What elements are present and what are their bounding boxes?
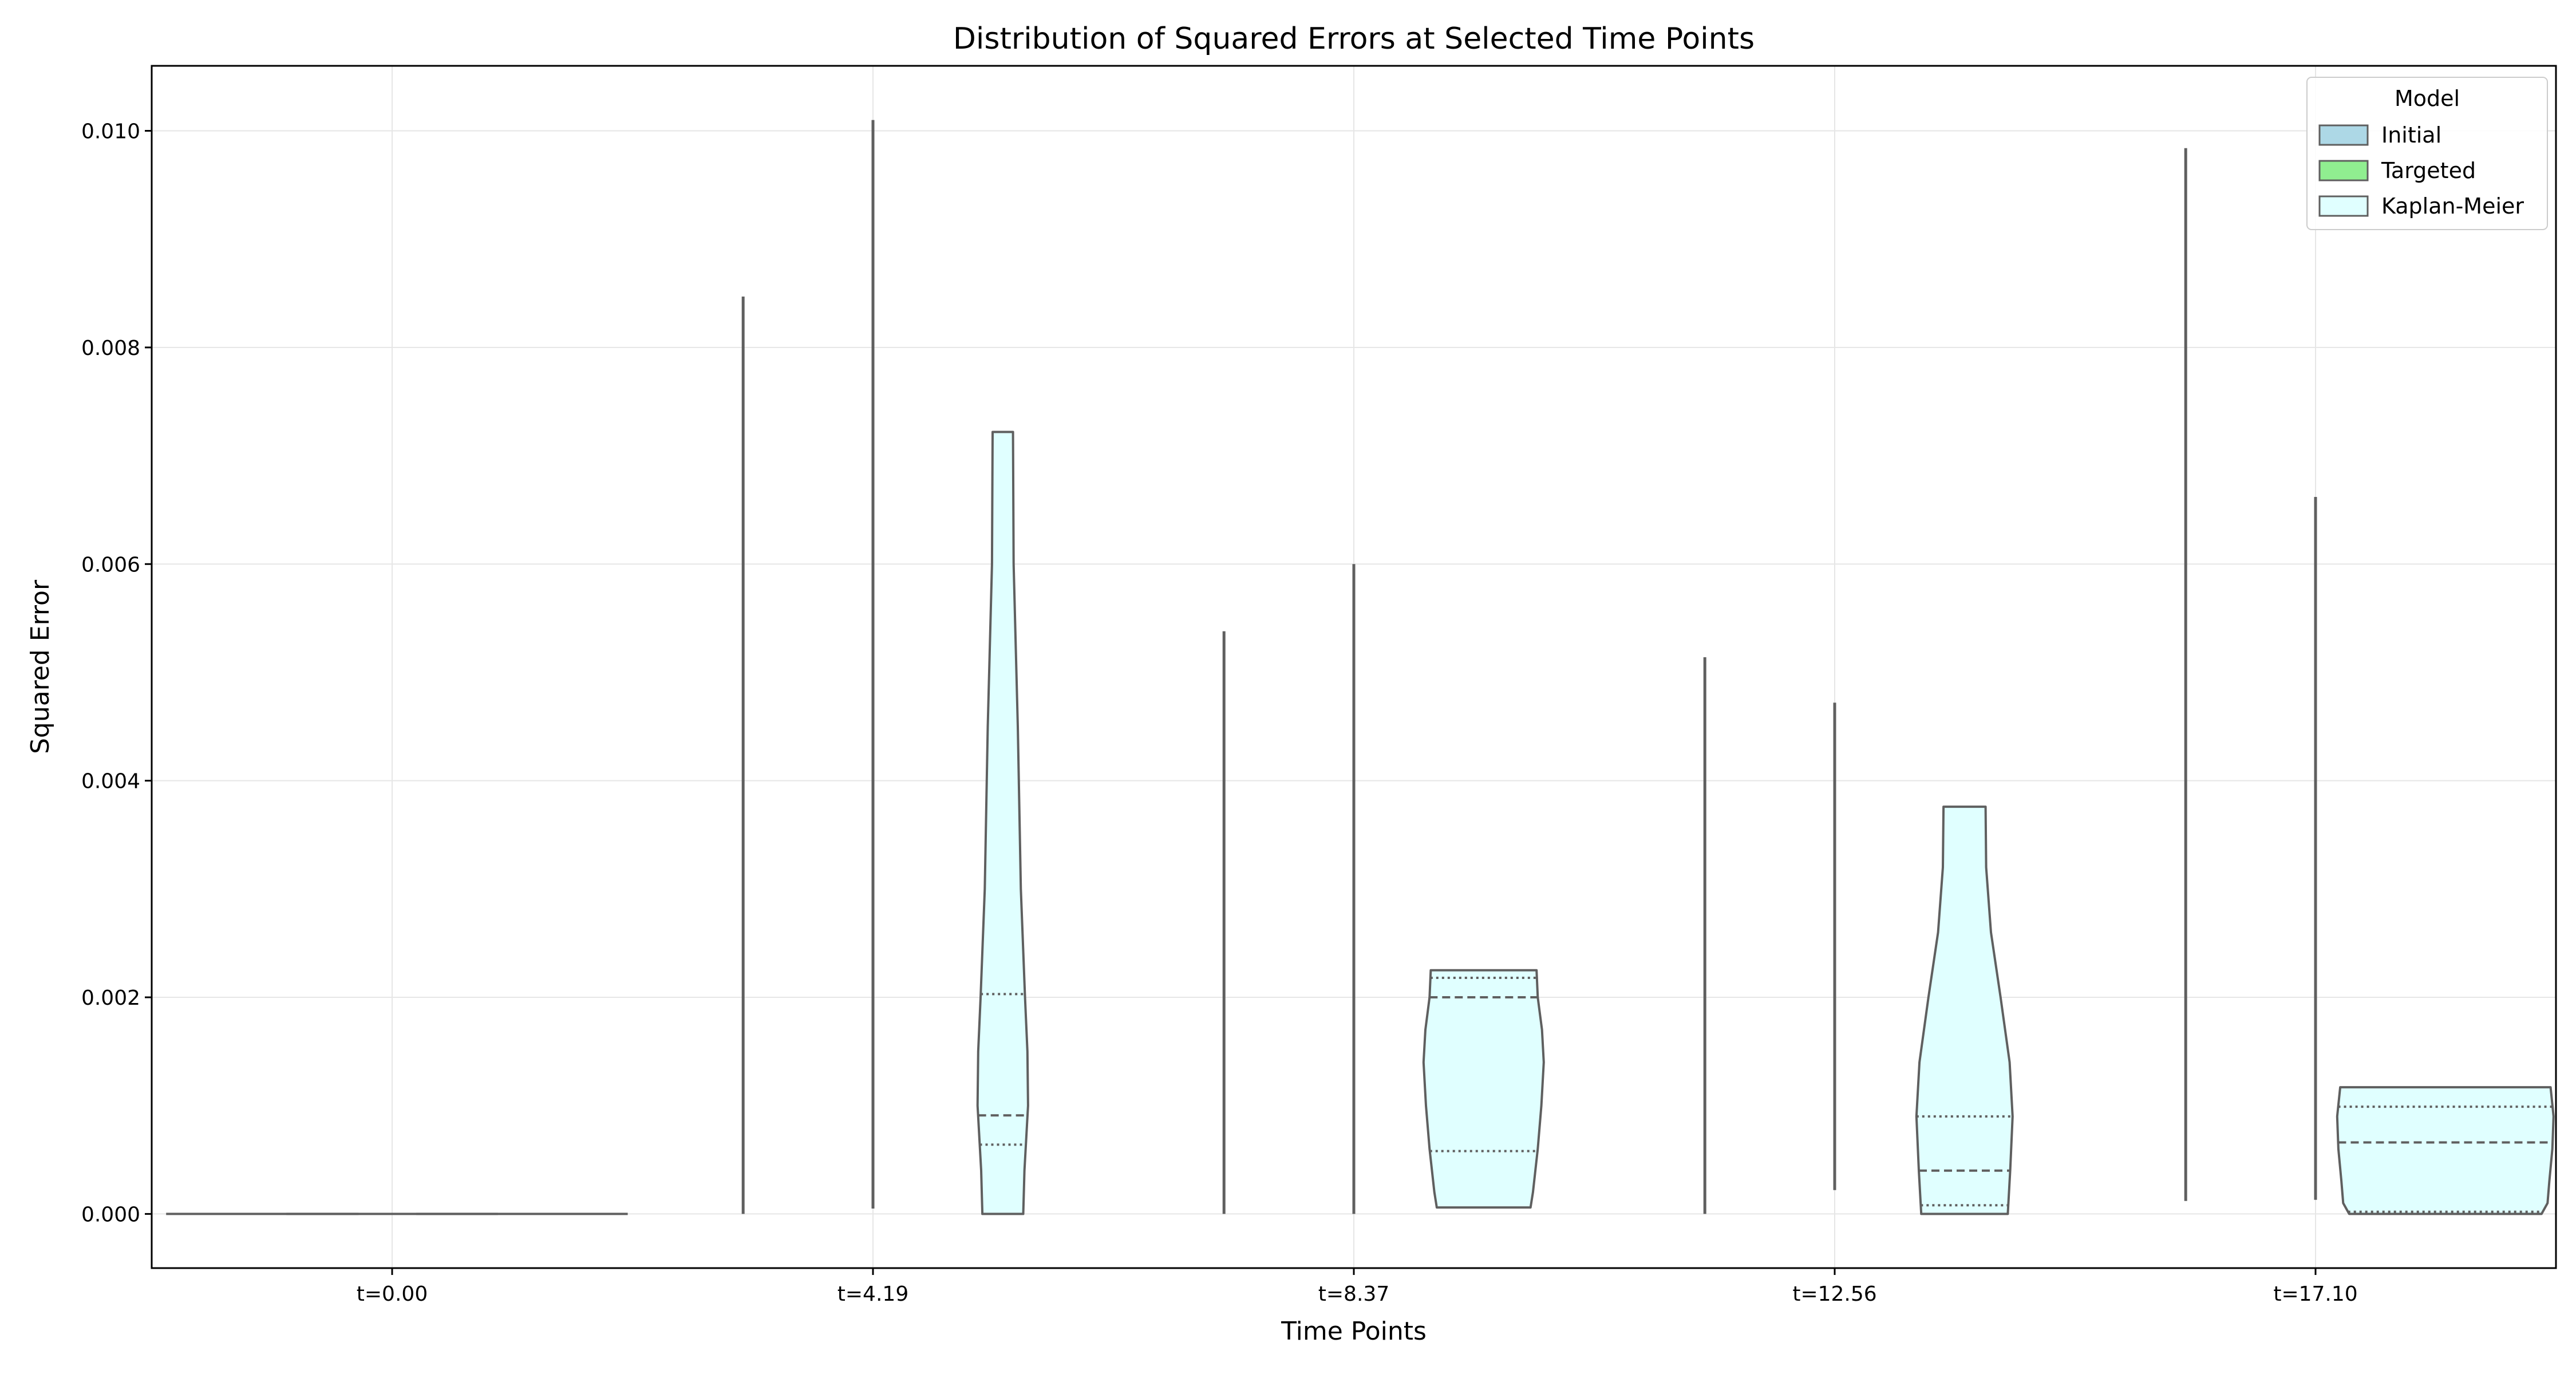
x-tick-label: t=8.37 [1318, 1282, 1389, 1306]
legend-label-targeted: Targeted [2381, 158, 2476, 183]
x-tick-label: t=0.00 [357, 1282, 428, 1306]
legend: Model Initial Targeted Kaplan-Meier [2306, 77, 2548, 230]
y-tick-label: 0.006 [81, 553, 140, 577]
y-tick-label: 0.004 [81, 770, 140, 793]
y-axis-label: Squared Error [26, 579, 55, 754]
x-tick-label: t=17.10 [2273, 1282, 2357, 1306]
legend-label-kaplan-meier: Kaplan-Meier [2381, 194, 2524, 219]
legend-swatch-targeted [2318, 160, 2369, 181]
y-tick-label: 0.010 [81, 120, 140, 144]
x-axis-label: Time Points [1281, 1317, 1427, 1346]
legend-swatch-kaplan-meier [2318, 195, 2369, 217]
y-tick-label: 0.008 [81, 337, 140, 360]
y-tick-label: 0.002 [81, 986, 140, 1010]
violin-kaplan-meier-3 [1915, 806, 2014, 1215]
violin-kaplan-meier-4 [2336, 1086, 2555, 1215]
axis-ticks: 0.000 0.002 0.004 0.006 0.008 0.010 t=0.00 t=4.… [81, 120, 2358, 1306]
legend-title: Model [2395, 86, 2460, 111]
legend-box [2306, 77, 2548, 230]
y-tick-label: 0.000 [81, 1203, 140, 1226]
violin-marks [166, 120, 2555, 1215]
legend-label-initial: Initial [2381, 123, 2441, 148]
x-tick-label: t=12.56 [1792, 1282, 1876, 1306]
legend-items: Initial Targeted Kaplan-Meier [2318, 123, 2524, 219]
violin-kaplan-meier-1 [976, 431, 1029, 1215]
violin-kaplan-meier-2 [1422, 969, 1545, 1209]
x-tick-label: t=4.19 [837, 1282, 908, 1306]
legend-swatch-initial [2318, 124, 2369, 146]
chart-title: Distribution of Squared Errors at Select… [953, 22, 1755, 56]
